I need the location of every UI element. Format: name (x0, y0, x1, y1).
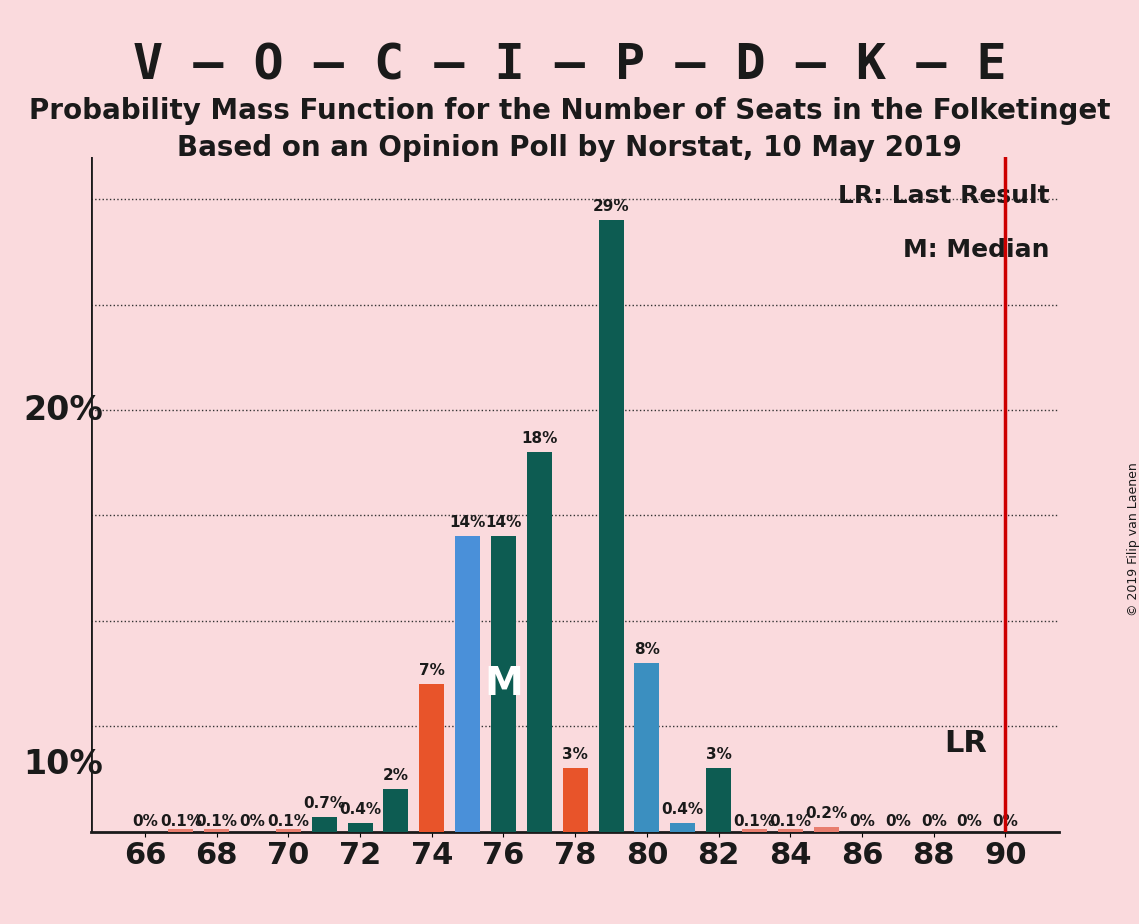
Bar (204, 830, 229, 832)
Bar (778, 830, 803, 832)
Text: 14%: 14% (485, 516, 522, 530)
Text: 0.4%: 0.4% (339, 802, 382, 817)
Text: V – O – C – I – P – D – K – E: V – O – C – I – P – D – K – E (132, 42, 1007, 90)
Bar (312, 817, 337, 832)
Text: 10%: 10% (24, 748, 104, 781)
Bar (706, 769, 731, 832)
Text: 0.7%: 0.7% (303, 796, 345, 810)
Text: 0%: 0% (992, 814, 1018, 830)
Text: 7%: 7% (419, 663, 444, 677)
Bar (169, 830, 194, 832)
Text: 0.1%: 0.1% (196, 814, 238, 830)
Text: © 2019 Filip van Laenen: © 2019 Filip van Laenen (1126, 462, 1139, 615)
Text: 0%: 0% (849, 814, 875, 830)
Text: 3%: 3% (563, 747, 588, 762)
Text: 0%: 0% (239, 814, 265, 830)
Text: M: Median: M: Median (903, 238, 1049, 262)
Text: Based on an Opinion Poll by Norstat, 10 May 2019: Based on an Opinion Poll by Norstat, 10 … (177, 134, 962, 162)
Bar (491, 537, 516, 832)
Text: 0%: 0% (132, 814, 158, 830)
Text: 0%: 0% (885, 814, 911, 830)
Text: 18%: 18% (522, 431, 557, 446)
Text: 0.1%: 0.1% (159, 814, 202, 830)
Text: 8%: 8% (634, 641, 659, 657)
Text: 0.1%: 0.1% (734, 814, 776, 830)
Text: Probability Mass Function for the Number of Seats in the Folketinget: Probability Mass Function for the Number… (28, 97, 1111, 125)
Bar (670, 823, 695, 832)
Text: 0.2%: 0.2% (805, 806, 847, 821)
Text: 14%: 14% (450, 516, 486, 530)
Text: 3%: 3% (706, 747, 731, 762)
Bar (634, 663, 659, 832)
Bar (563, 769, 588, 832)
Text: 0%: 0% (920, 814, 947, 830)
Bar (276, 830, 301, 832)
Bar (741, 830, 767, 832)
Text: 2%: 2% (383, 768, 409, 784)
Text: M: M (484, 665, 523, 703)
Text: 29%: 29% (592, 199, 630, 214)
Text: 0%: 0% (957, 814, 983, 830)
Text: 0.1%: 0.1% (769, 814, 811, 830)
Bar (419, 684, 444, 832)
Text: 0.1%: 0.1% (268, 814, 310, 830)
Text: 0.4%: 0.4% (662, 802, 704, 817)
Bar (456, 537, 481, 832)
Bar (598, 220, 624, 832)
Bar (347, 823, 372, 832)
Text: LR: Last Result: LR: Last Result (838, 184, 1049, 208)
Bar (813, 827, 838, 832)
Text: 20%: 20% (24, 394, 104, 427)
Bar (527, 452, 552, 832)
Text: LR: LR (944, 728, 988, 758)
Bar (384, 789, 409, 832)
